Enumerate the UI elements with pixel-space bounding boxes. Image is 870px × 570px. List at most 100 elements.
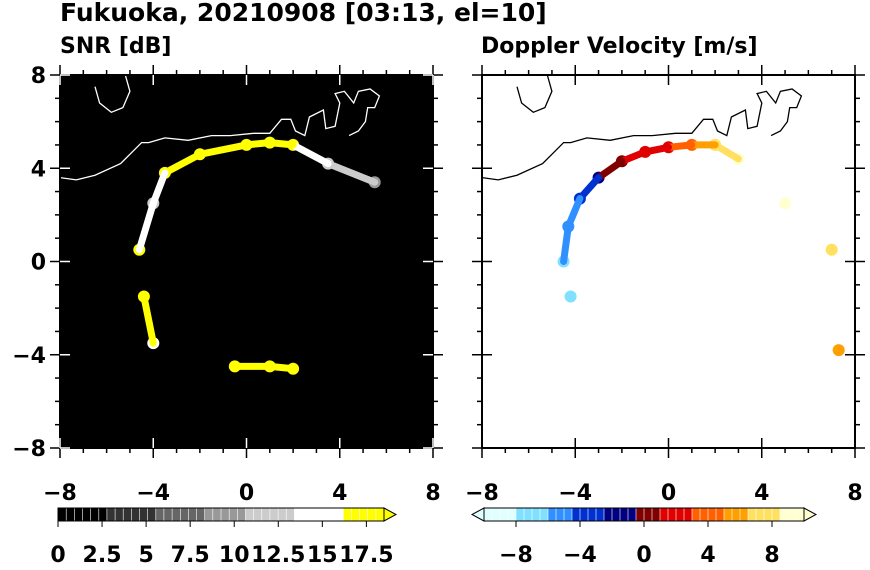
snr-cbar-tick-label: 17.5 [339,543,393,568]
doppler-cbar-cell [787,507,797,522]
doppler-cbar-cell [739,507,749,522]
snr-plot-area [60,75,433,448]
snr-cbar-cell [237,507,247,522]
snr-cbar-cell [155,507,165,522]
left-echo-segment [140,293,157,347]
left-coastline-north [94,75,131,114]
doppler-cbar-cell [491,507,501,522]
doppler-cbar-cell [555,507,565,522]
snr-colorbar: 0 2.5 5 7.5 10 12.5 15 17.5 [50,507,398,568]
doppler-cbar-cell [507,507,517,522]
ytick-label: 4 [31,157,46,182]
doppler-cbar-cell [675,507,685,522]
snr-cbar-cell [261,507,271,522]
right-echo-segment [595,157,626,182]
right-echo-cell [779,197,792,210]
snr-cbar-cell [139,507,149,522]
snr-cbar-cell [228,507,239,522]
doppler-cbar-extend-max [803,507,818,522]
snr-panel-title: SNR [dB] [60,34,172,59]
left-xtick-label: 8 [425,481,440,506]
doppler-cbar-cell [659,507,669,522]
doppler-cbar-cell [563,507,573,522]
doppler-colorbar: −8 −4 0 4 8 [470,507,818,568]
snr-cbar-tick-label: 0 [50,543,65,568]
doppler-cbar-cell [595,507,605,522]
page-title: Fukuoka, 20210908 [03:13, el=10] [60,0,547,27]
right-coastline-main [482,88,803,181]
doppler-cbar-tick-label: −4 [563,543,597,568]
snr-cbar-cell [294,507,304,522]
snr-cbar-cell [285,507,296,522]
right-xtick-label: −4 [558,481,592,506]
snr-echo-layer [133,136,381,375]
right-echo-cell [825,243,838,256]
left-echo-segment [243,139,274,149]
snr-cbar-cell [188,507,198,522]
doppler-cbar-tick-label: 4 [700,543,715,568]
left-xtick-label: 4 [332,481,347,506]
snr-cbar-cell [359,507,369,522]
doppler-plot-area [482,75,855,448]
snr-cbar-cell [180,507,190,522]
right-xtick-label: 8 [847,481,862,506]
doppler-cbar-cell [747,507,757,522]
right-coastline-north [516,75,553,114]
snr-cbar-cell [90,507,100,522]
snr-cbar-cell [131,507,141,522]
doppler-cbar-extend-min [470,507,485,522]
doppler-cbar-cell [611,507,621,522]
snr-cbar-cell [326,507,336,522]
doppler-cbar-cell [699,507,709,522]
ytick-label: −4 [12,344,46,369]
right-xtick-label: 0 [661,481,676,506]
doppler-cbar-cell [763,507,773,522]
left-echo-segment [135,199,157,254]
doppler-cbar-cell [531,507,541,522]
doppler-cbar-cell [643,507,653,522]
snr-cbar-cell [74,507,84,522]
left-echo-segment [196,141,250,158]
snr-cbar-cell [220,507,231,522]
doppler-cbar-cell [627,507,637,522]
ytick-label: 0 [31,251,46,276]
doppler-coastline [482,75,803,181]
snr-cbar-cell [318,507,328,522]
snr-cbar-cell [342,507,353,522]
snr-cbar-tick-label: 5 [138,543,153,568]
left-xtick-label: 0 [239,481,254,506]
snr-cbar-cell [106,507,117,522]
doppler-cbar-cell [779,507,789,522]
snr-cbar-cell [196,507,206,522]
right-echo-cell [832,344,845,357]
snr-cbar-cell [147,507,157,522]
doppler-cbar-cell [499,507,509,522]
doppler-echo-layer [557,138,845,357]
doppler-cbar-tick-label: 0 [636,543,651,568]
doppler-cbar-cell [691,507,701,522]
right-echo-segment [665,141,696,151]
right-echo-segment [560,223,572,265]
snr-cbar-tick-label: 10 [219,543,250,568]
right-xtick-label: 4 [754,481,769,506]
doppler-cbar-cell [667,507,677,522]
snr-cbar-cell [212,507,222,522]
snr-cbar-tick-label: 15 [307,543,338,568]
snr-cbar-cell [98,507,108,522]
snr-cbar-cell [57,507,68,522]
doppler-cbar-cell [731,507,741,522]
right-echo-segment [641,143,672,156]
left-echo-segment [149,169,169,207]
snr-cbar-tick-label: 2.5 [83,543,122,568]
doppler-cbar-cell [539,507,549,522]
snr-cbar-cell [253,507,263,522]
snr-cbar-cell [163,507,173,522]
doppler-panel-title: Doppler Velocity [m/s] [481,34,758,59]
doppler-cbar-cell [579,507,589,522]
ytick-label: −8 [12,437,46,462]
snr-cbar-cell [310,507,320,522]
snr-cbar-tick-label: 7.5 [171,543,210,568]
right-echo-segment [618,148,649,165]
right-echo-segment [576,174,603,203]
